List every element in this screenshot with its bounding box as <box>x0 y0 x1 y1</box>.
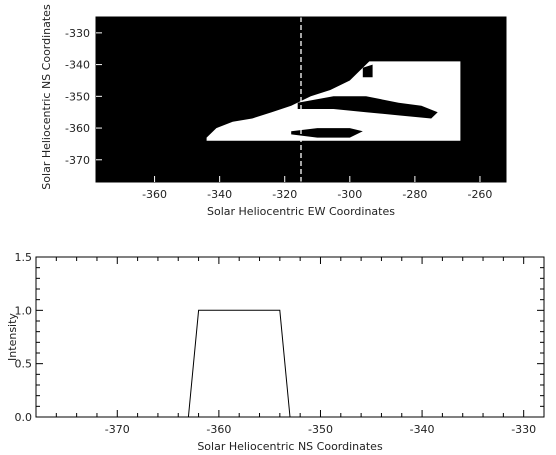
image-y-tick-label: -330 <box>65 27 90 40</box>
profile-x-axis: -370 -360 -350 -340 -330 <box>35 257 545 436</box>
image-y-axis-title: Solar Heliocentric NS Coordinates <box>40 4 53 190</box>
profile-x-tick-label: -340 <box>410 423 435 436</box>
profile-x-tick-label: -370 <box>105 423 130 436</box>
profile-y-axis-title: Intensity <box>6 313 19 361</box>
image-panel: -360 -340 -320 -300 -280 -260 -330 -340 -350 -36… <box>40 4 507 218</box>
image-regions <box>206 61 461 141</box>
image-x-tick-label: -360 <box>142 188 167 201</box>
image-x-tick-label: -280 <box>402 188 427 201</box>
image-y-tick-label: -370 <box>65 154 90 167</box>
profile-frame <box>35 256 545 418</box>
image-x-tick-label: -300 <box>337 188 362 201</box>
profile-y-tick-label: 1.0 <box>15 304 33 317</box>
image-y-tick-label: -340 <box>65 59 90 72</box>
image-x-tick-label: -340 <box>207 188 232 201</box>
profile-y-axis: 0.0 0.5 1.0 1.5 <box>15 251 544 424</box>
profile-x-tick-label: -330 <box>511 423 536 436</box>
profile-x-tick-label: -350 <box>308 423 333 436</box>
image-y-axis: -330 -340 -350 -360 -370 <box>65 27 102 167</box>
image-frame <box>95 16 507 183</box>
image-x-axis-title: Solar Heliocentric EW Coordinates <box>207 205 395 218</box>
intensity-profile-line <box>187 309 291 418</box>
filament-upper <box>297 96 438 119</box>
image-x-tick-label: -260 <box>467 188 492 201</box>
profile-x-tick-label: -360 <box>206 423 231 436</box>
profile-y-tick-label: 0.5 <box>15 358 33 371</box>
profile-x-axis-title: Solar Heliocentric NS Coordinates <box>197 440 383 453</box>
blob-topright <box>362 64 373 78</box>
profile-y-tick-label: 0.0 <box>15 411 33 424</box>
image-y-tick-label: -350 <box>65 90 90 103</box>
image-y-tick-label: -360 <box>65 122 90 135</box>
profile-panel: -370 -360 -350 -340 -330 0.0 0.5 1.0 1.5 Solar … <box>6 251 545 453</box>
image-x-axis: -360 -340 -320 -300 -280 -260 <box>142 176 492 201</box>
filament-lower <box>291 128 363 138</box>
profile-y-tick-label: 1.5 <box>15 251 33 264</box>
image-x-tick-label: -320 <box>272 188 297 201</box>
